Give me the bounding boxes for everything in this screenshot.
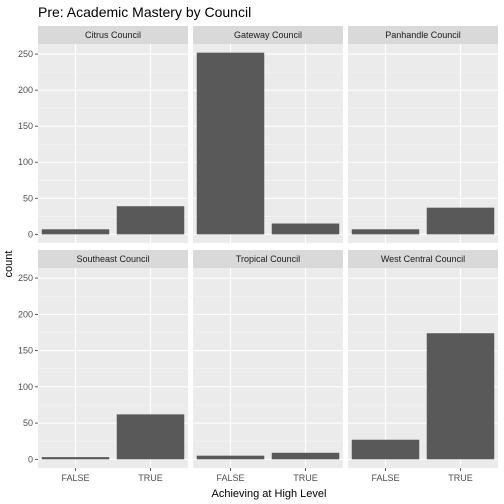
bar: [41, 457, 110, 460]
facet-panel: Gateway Council: [193, 26, 343, 243]
y-tick-label: 100: [18, 157, 33, 167]
bar: [426, 207, 495, 235]
y-tick-label: 200: [18, 309, 33, 319]
facet-strip-label: Panhandle Council: [385, 30, 461, 40]
bar: [426, 333, 495, 460]
y-tick-label: 100: [18, 382, 33, 392]
facet-strip-label: Citrus Council: [85, 30, 141, 40]
facet-strip: [348, 26, 498, 44]
bar: [271, 223, 340, 235]
y-tick-label: 150: [18, 121, 33, 131]
facet-strip: [193, 250, 343, 268]
facet-strip: [38, 26, 188, 44]
bar: [196, 52, 265, 235]
bar: [116, 206, 185, 235]
x-tick-label: FALSE: [61, 473, 89, 483]
bar: [41, 229, 110, 235]
bar: [116, 414, 185, 460]
facet-panels: Citrus Council 0 50 100 150 200 250 Gateway Cou…: [18, 26, 498, 483]
bar: [196, 455, 265, 460]
facet-strip-label: Gateway Council: [234, 30, 302, 40]
x-tick-label: TRUE: [448, 473, 473, 483]
bar: [351, 229, 420, 235]
x-axis-label: Achieving at High Level: [212, 488, 327, 500]
y-tick-label: 250: [18, 273, 33, 283]
x-tick-label: FALSE: [371, 473, 399, 483]
y-tick-label: 50: [23, 193, 33, 203]
facet-strip: [38, 250, 188, 268]
chart-title: Pre: Academic Mastery by Council: [38, 4, 251, 20]
y-tick-label: 50: [23, 418, 33, 428]
facet-strip: [193, 26, 343, 44]
x-tick-label: TRUE: [293, 473, 318, 483]
facet-panel: Citrus Council 0 50 100 150 200 250: [18, 26, 188, 243]
bar: [351, 439, 420, 460]
facet-panel: Tropical Council FALSE TRUE: [193, 250, 343, 483]
facet-strip: [348, 250, 498, 268]
bar: [271, 452, 340, 460]
y-tick-label: 0: [28, 454, 33, 464]
facet-strip-label: Tropical Council: [236, 254, 300, 264]
y-tick-label: 250: [18, 49, 33, 59]
y-tick-label: 150: [18, 346, 33, 356]
facet-strip-label: Southeast Council: [76, 254, 149, 264]
facet-panel: Panhandle Council: [348, 26, 498, 243]
panel-background: [193, 268, 343, 468]
facet-panel: Southeast Council 0 50 100 150 200 250 FALSE TRU…: [18, 250, 188, 483]
y-tick-label: 0: [28, 229, 33, 239]
y-tick-label: 200: [18, 85, 33, 95]
x-tick-label: TRUE: [138, 473, 163, 483]
facet-panel: West Central Council FALSE TRUE: [348, 250, 498, 483]
x-tick-label: FALSE: [216, 473, 244, 483]
facet-strip-label: West Central Council: [381, 254, 465, 264]
y-axis-label: count: [3, 251, 15, 278]
